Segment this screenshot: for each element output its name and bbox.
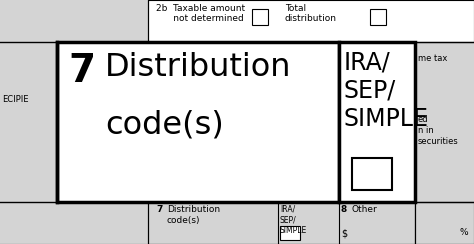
Bar	[0, 0, 20, 244]
Bar	[352, 158, 392, 190]
Bar	[252, 9, 268, 25]
Text: 2b  Taxable amount
      not determined: 2b Taxable amount not determined	[156, 4, 245, 23]
Bar	[57, 42, 339, 202]
Bar	[0, 202, 148, 244]
Text: 7: 7	[156, 205, 163, 214]
Bar	[370, 9, 386, 25]
Text: Distribution: Distribution	[105, 52, 292, 83]
Text: me tax: me tax	[418, 54, 447, 63]
Bar	[415, 202, 474, 244]
Text: IRA/
SEP/
SIMPLE: IRA/ SEP/ SIMPLE	[344, 50, 429, 132]
Text: ed
n in
securities: ed n in securities	[418, 115, 459, 146]
Text: $: $	[341, 228, 347, 238]
Text: ECIPIE: ECIPIE	[2, 95, 28, 104]
Text: Other: Other	[352, 205, 378, 214]
Text: Total
distribution: Total distribution	[285, 4, 337, 23]
Bar	[148, 202, 415, 244]
Text: %: %	[459, 228, 468, 237]
Bar	[148, 0, 474, 42]
Bar	[339, 42, 415, 202]
Text: Distribution
code(s): Distribution code(s)	[167, 205, 220, 225]
Bar	[415, 0, 474, 244]
Text: IRA/
SEP/
SIMPLE: IRA/ SEP/ SIMPLE	[280, 205, 307, 235]
Text: code(s): code(s)	[105, 110, 224, 141]
Bar	[280, 226, 300, 240]
Text: 7: 7	[68, 52, 95, 90]
Text: 8: 8	[341, 205, 347, 214]
Bar	[20, 42, 57, 202]
